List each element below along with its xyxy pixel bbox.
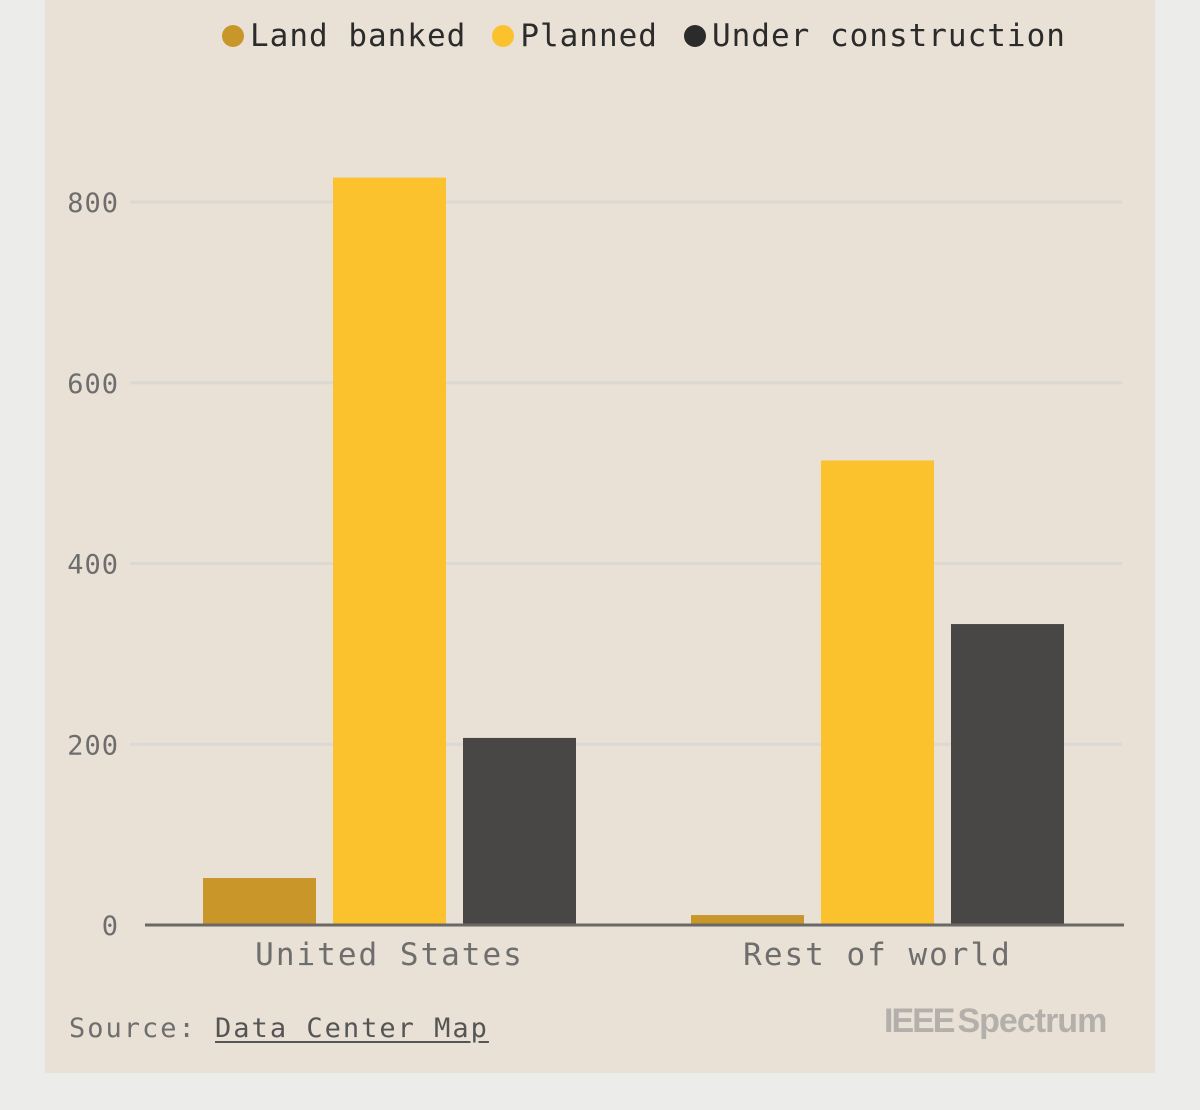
legend: Land banked Planned Under construction xyxy=(222,14,1066,58)
x-category-label-united-states: United States xyxy=(255,937,524,973)
logo-name: Spectrum xyxy=(957,1002,1107,1040)
y-tick-label-200: 200 xyxy=(67,730,119,761)
source-link[interactable]: Data Center Map xyxy=(215,1013,489,1044)
y-tick-label-0: 0 xyxy=(102,911,119,942)
bar-under-construction-united-states xyxy=(463,737,576,925)
legend-swatch-under-construction xyxy=(683,25,706,47)
source-note: Source: Data Center Map xyxy=(69,1013,489,1044)
x-category-label-rest-of-world: Rest of world xyxy=(743,937,1012,973)
bar-under-construction-rest-of-world xyxy=(951,624,1064,925)
legend-item-land-banked: Land banked xyxy=(222,18,466,54)
bar-planned-united-states xyxy=(333,177,446,925)
y-tick-label-600: 600 xyxy=(67,369,119,400)
bar-land-banked-united-states xyxy=(203,878,316,925)
legend-item-under-construction: Under construction xyxy=(683,18,1066,54)
legend-label-land-banked: Land banked xyxy=(250,18,467,54)
logo-brand: IEEE xyxy=(884,1002,955,1040)
y-tick-label-800: 800 xyxy=(67,188,119,219)
bar-land-banked-rest-of-world xyxy=(691,915,804,925)
source-prefix: Source: xyxy=(69,1013,216,1044)
y-tick-label-400: 400 xyxy=(67,550,119,581)
legend-label-under-construction: Under construction xyxy=(711,18,1066,54)
legend-swatch-land-banked xyxy=(222,25,244,47)
legend-item-planned: Planned xyxy=(492,18,658,54)
ieee-spectrum-logo: IEEE Spectrum xyxy=(884,1002,1107,1041)
legend-swatch-planned xyxy=(492,25,515,47)
legend-label-planned: Planned xyxy=(520,18,658,54)
bar-planned-rest-of-world xyxy=(821,460,934,925)
